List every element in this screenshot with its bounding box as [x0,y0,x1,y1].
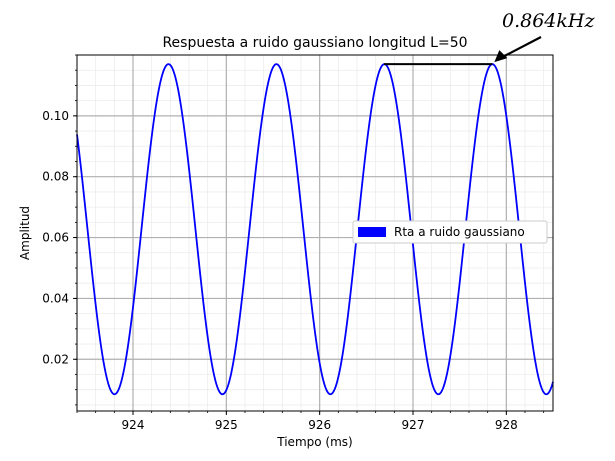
chart-title: Respuesta a ruido gaussiano longitud L=5… [162,35,467,51]
annotation-group [384,36,542,66]
legend-box [352,220,548,244]
legend-label: Rta a ruido gaussiano [394,225,525,239]
ticks-group: 924 925 926 927 928 0.02 0.04 0.06 0.08 0.10 [42,54,545,432]
x-tick-label: 924 [122,418,145,432]
x-axis-label: Tiempo (ms) [276,435,352,449]
plot-frame [76,54,554,412]
annotation-arrowhead [494,50,508,63]
annotation-arrow-shaft [501,36,542,59]
y-tick-label: 0.10 [42,109,69,123]
y-tick-label: 0.06 [42,231,69,245]
frequency-annotation: 0.864kHz [502,10,595,32]
legend-swatch [358,227,386,237]
y-axis-label: Amplitud [18,206,32,260]
series-line-rta-ruido-gaussiano [76,63,554,396]
x-tick-label: 927 [402,418,425,432]
x-tick-label: 926 [308,418,331,432]
y-tick-label: 0.08 [42,170,69,184]
legend: Rta a ruido gaussiano [352,220,548,244]
x-tick-label: 925 [215,418,238,432]
x-tick-label: 928 [495,418,518,432]
series-group [76,63,554,396]
y-tick-label: 0.02 [42,352,69,366]
y-tick-label: 0.04 [42,291,69,305]
